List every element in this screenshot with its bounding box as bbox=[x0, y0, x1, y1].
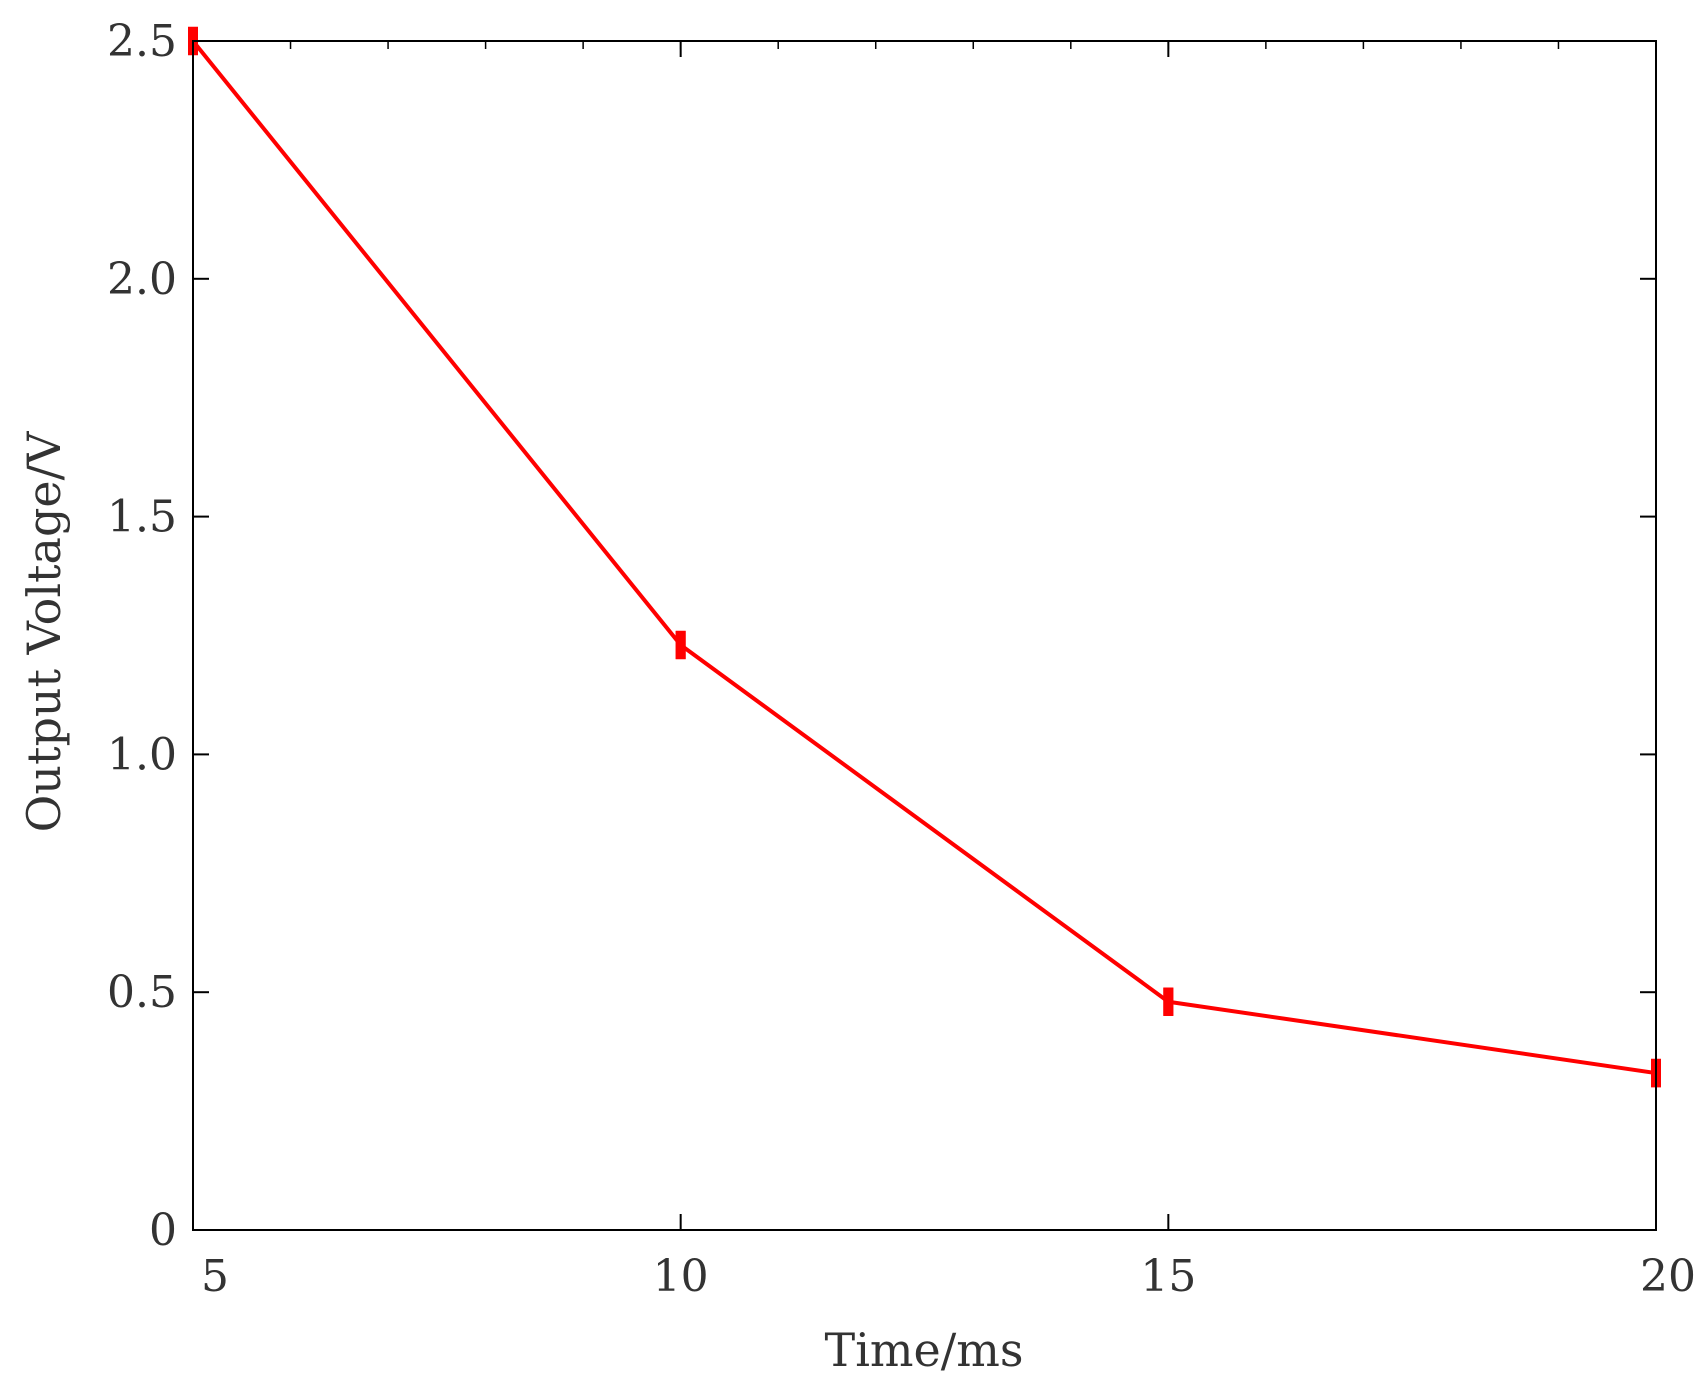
data-point bbox=[1163, 987, 1174, 1016]
y-tick-label: 0.5 bbox=[107, 967, 177, 1018]
x-tick-label: 5 bbox=[201, 1251, 229, 1302]
x-axis-title: Time/ms bbox=[825, 1323, 1024, 1377]
y-tick-label: 2.0 bbox=[107, 254, 177, 305]
y-axis-title: Output Voltage/V bbox=[17, 431, 71, 832]
x-tick-label: 10 bbox=[653, 1251, 709, 1302]
plot-frame bbox=[192, 40, 1657, 1231]
y-tick-label: 1.5 bbox=[107, 492, 177, 543]
y-tick-label: 1.0 bbox=[107, 729, 177, 780]
y-tick-label: 0 bbox=[149, 1205, 177, 1256]
x-tick-label: 20 bbox=[1640, 1251, 1696, 1302]
x-tick-label: 15 bbox=[1140, 1251, 1196, 1302]
y-tick-label: 2.5 bbox=[107, 16, 177, 67]
tick-labels: 0 0.5 1.0 1.5 2.0 2.5 5 10 15 20 bbox=[107, 16, 1696, 1302]
series-line bbox=[191, 39, 1657, 1076]
data-point bbox=[675, 631, 686, 660]
plot-area bbox=[193, 41, 1656, 1230]
